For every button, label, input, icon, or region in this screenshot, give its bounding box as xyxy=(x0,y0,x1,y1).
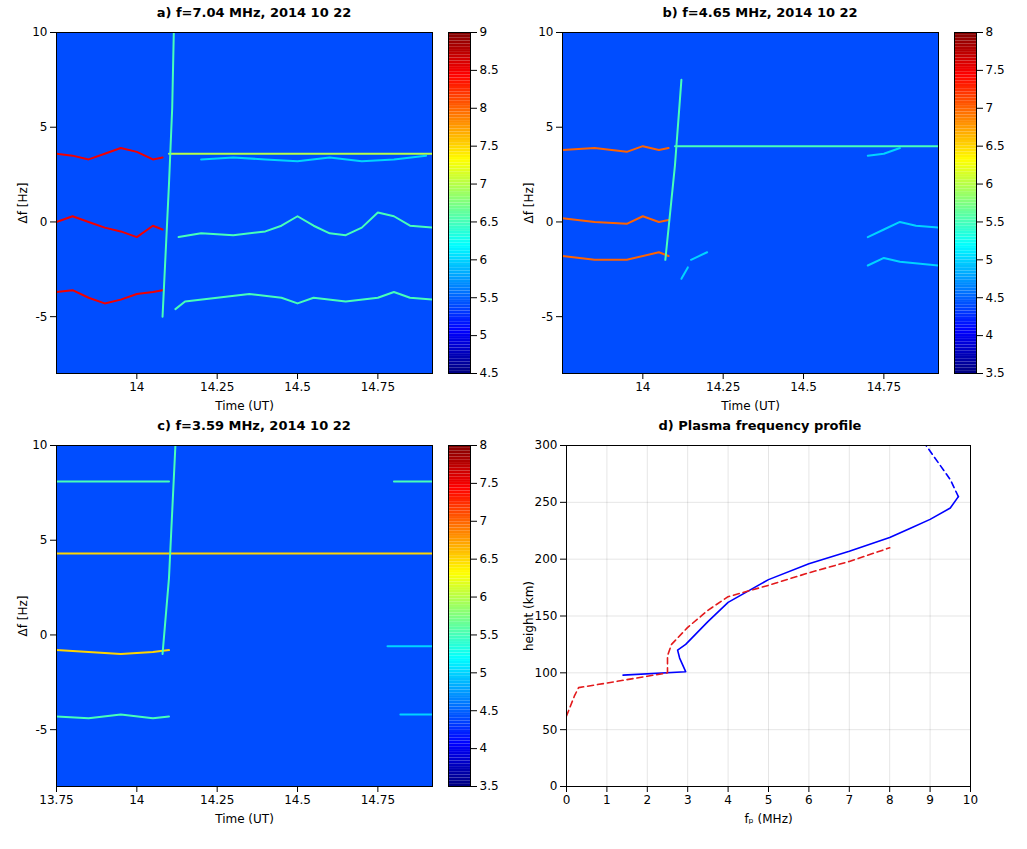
svg-text:8: 8 xyxy=(986,25,994,39)
svg-text:6.5: 6.5 xyxy=(480,215,499,229)
html-text:c) f=3.59 MHz, 2014 10 22: c) f=3.59 MHz, 2014 10 22 xyxy=(157,418,351,433)
svg-text:6: 6 xyxy=(986,177,994,191)
svg-text:Time (UT): Time (UT) xyxy=(214,812,274,826)
svg-text:14.25: 14.25 xyxy=(200,380,234,394)
svg-text:Δf [Hz]: Δf [Hz] xyxy=(16,596,30,637)
svg-text:0: 0 xyxy=(40,628,48,642)
svg-text:height (km): height (km) xyxy=(522,581,536,651)
svg-text:14: 14 xyxy=(635,380,650,394)
svg-text:Time (UT): Time (UT) xyxy=(720,399,780,413)
svg-text:10: 10 xyxy=(32,25,47,39)
svg-text:200: 200 xyxy=(535,552,558,566)
svg-text:14.75: 14.75 xyxy=(867,380,901,394)
svg-text:4.5: 4.5 xyxy=(986,291,1005,305)
svg-text:3.5: 3.5 xyxy=(986,366,1005,380)
svg-text:5: 5 xyxy=(986,253,994,267)
svg-text:2: 2 xyxy=(643,793,651,807)
svg-text:5: 5 xyxy=(480,328,488,342)
svg-text:fₚ (MHz): fₚ (MHz) xyxy=(744,812,792,826)
svg-text:5.5: 5.5 xyxy=(480,291,499,305)
svg-text:4.5: 4.5 xyxy=(480,366,499,380)
svg-text:6.5: 6.5 xyxy=(986,139,1005,153)
svg-text:Time (UT): Time (UT) xyxy=(214,399,274,413)
svg-text:-5: -5 xyxy=(36,723,48,737)
svg-text:14.25: 14.25 xyxy=(200,793,234,807)
svg-text:8: 8 xyxy=(480,438,488,452)
svg-text:5: 5 xyxy=(480,666,488,680)
svg-text:5.5: 5.5 xyxy=(986,215,1005,229)
svg-text:14.5: 14.5 xyxy=(284,380,311,394)
svg-text:7: 7 xyxy=(480,514,488,528)
svg-text:14.5: 14.5 xyxy=(284,793,311,807)
svg-text:250: 250 xyxy=(535,495,558,509)
svg-text:5: 5 xyxy=(40,120,48,134)
svg-text:100: 100 xyxy=(535,666,558,680)
svg-text:7.5: 7.5 xyxy=(986,63,1005,77)
html-text:d) Plasma frequency profile: d) Plasma frequency profile xyxy=(658,418,862,433)
svg-text:0: 0 xyxy=(40,215,48,229)
svg-text:-5: -5 xyxy=(542,310,554,324)
svg-text:6: 6 xyxy=(480,253,488,267)
svg-text:10: 10 xyxy=(538,25,553,39)
svg-text:7: 7 xyxy=(845,793,853,807)
html-text:a) f=7.04 MHz, 2014 10 22: a) f=7.04 MHz, 2014 10 22 xyxy=(156,5,352,20)
svg-text:10: 10 xyxy=(32,438,47,452)
svg-text:0: 0 xyxy=(550,779,558,793)
svg-text:14.5: 14.5 xyxy=(790,380,817,394)
svg-text:4: 4 xyxy=(480,741,488,755)
svg-text:3.5: 3.5 xyxy=(480,779,499,793)
svg-text:10: 10 xyxy=(963,793,978,807)
svg-text:1: 1 xyxy=(603,793,611,807)
svg-text:6: 6 xyxy=(805,793,813,807)
svg-text:5: 5 xyxy=(40,533,48,547)
svg-text:9: 9 xyxy=(480,25,488,39)
html-text:b) f=4.65 MHz, 2014 10 22: b) f=4.65 MHz, 2014 10 22 xyxy=(662,5,858,20)
svg-text:50: 50 xyxy=(542,723,557,737)
svg-text:8: 8 xyxy=(886,793,894,807)
svg-text:-5: -5 xyxy=(36,310,48,324)
svg-text:9: 9 xyxy=(926,793,934,807)
svg-text:7: 7 xyxy=(480,177,488,191)
svg-text:5: 5 xyxy=(765,793,773,807)
svg-text:4.5: 4.5 xyxy=(480,704,499,718)
svg-text:8.5: 8.5 xyxy=(480,63,499,77)
svg-text:4: 4 xyxy=(724,793,732,807)
svg-text:5.5: 5.5 xyxy=(480,628,499,642)
svg-text:150: 150 xyxy=(535,609,558,623)
svg-text:14.75: 14.75 xyxy=(361,793,395,807)
svg-text:6: 6 xyxy=(480,590,488,604)
svg-text:4: 4 xyxy=(986,328,994,342)
svg-text:300: 300 xyxy=(535,438,558,452)
svg-text:0: 0 xyxy=(563,793,571,807)
svg-text:7.5: 7.5 xyxy=(480,476,499,490)
svg-text:14: 14 xyxy=(129,793,144,807)
svg-text:3: 3 xyxy=(684,793,692,807)
svg-text:Δf [Hz]: Δf [Hz] xyxy=(16,183,30,224)
svg-text:0: 0 xyxy=(546,215,554,229)
svg-text:14.75: 14.75 xyxy=(361,380,395,394)
svg-text:5: 5 xyxy=(546,120,554,134)
svg-text:7: 7 xyxy=(986,101,994,115)
svg-text:6.5: 6.5 xyxy=(480,552,499,566)
svg-text:8: 8 xyxy=(480,101,488,115)
svg-text:14: 14 xyxy=(129,380,144,394)
svg-text:13.75: 13.75 xyxy=(39,793,73,807)
svg-text:Δf [Hz]: Δf [Hz] xyxy=(522,183,536,224)
svg-text:7.5: 7.5 xyxy=(480,139,499,153)
svg-text:14.25: 14.25 xyxy=(706,380,740,394)
